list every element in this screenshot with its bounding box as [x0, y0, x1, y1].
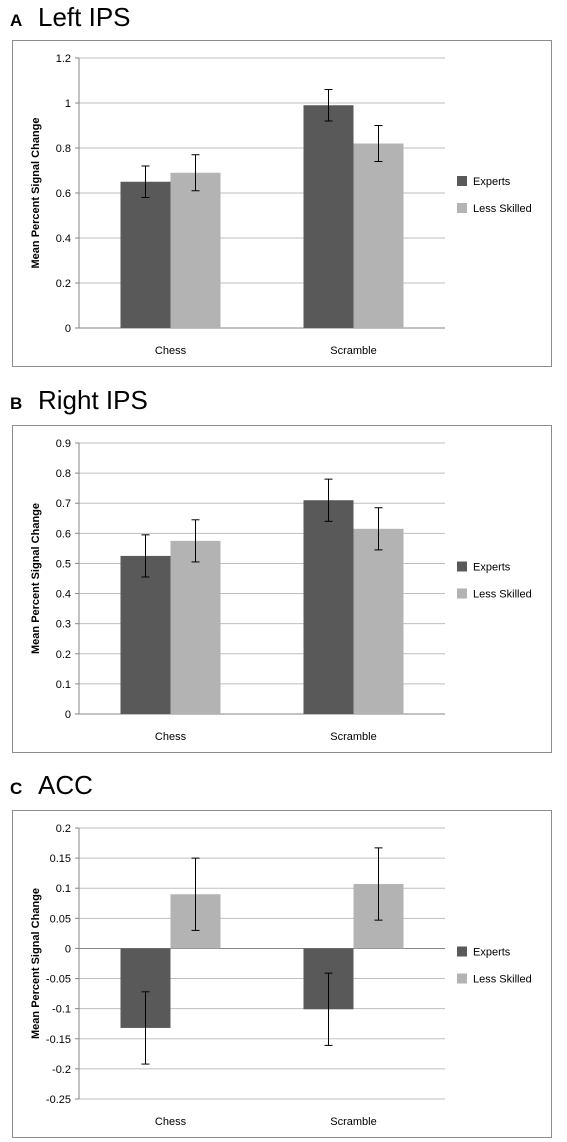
bar-less-skilled — [170, 540, 221, 714]
y-tick-label: 1.2 — [56, 53, 71, 65]
bar-less-skilled — [170, 172, 221, 328]
legend-label: Less Skilled — [473, 203, 532, 215]
y-tick-label: 0.5 — [56, 558, 71, 570]
chart-svg: 0 0.1 0.2 0.3 0.4 0.5 0.6 0.7 0.8 0.9 Chess Scrambl… — [30, 438, 532, 743]
bar-experts — [303, 105, 354, 328]
chart-svg: 0 0.2 0.4 0.6 0.8 1 1.2 Chess Scramble Mean Perce… — [30, 53, 532, 357]
y-tick-label: -0.15 — [46, 1034, 71, 1046]
panel-b: B Right IPS 0 0.1 0.2 0.3 0.4 0.5 0.6 0.7 0.8 0.9… — [0, 385, 567, 755]
panel-letter: C — [10, 779, 23, 798]
panel-header: A Left IPS — [10, 2, 131, 38]
x-tick-label: Chess — [155, 1116, 187, 1128]
y-tick-label: -0.25 — [46, 1094, 71, 1106]
y-tick-label: -0.1 — [52, 1004, 71, 1016]
panel-a: A Left IPS 0 0.2 0.4 0.6 0.8 1 1.2 Chess Scrambl… — [0, 0, 567, 378]
y-tick-label: 0.9 — [56, 438, 71, 450]
y-tick-label: 0.8 — [56, 143, 71, 155]
y-tick-label: 0.1 — [56, 883, 71, 895]
y-tick-label: 0 — [65, 943, 71, 955]
x-tick-label: Chess — [155, 345, 187, 357]
panel-header: B Right IPS — [10, 385, 148, 421]
y-tick-label: 0.4 — [56, 233, 71, 245]
y-tick-label: -0.05 — [46, 974, 71, 986]
y-tick-label: 0.7 — [56, 498, 71, 510]
legend-label: Less Skilled — [473, 974, 532, 986]
legend-swatch — [457, 973, 467, 984]
chart-box: -0.25 -0.2 -0.15 -0.1 -0.05 0 0.05 0.1 0.15 0.2 Ch… — [12, 810, 552, 1138]
x-tick-label: Scramble — [330, 731, 376, 743]
legend-label: Experts — [473, 562, 511, 574]
panel-c: C ACC -0.25 -0.2 -0.15 -0.1 -0.05 0 0.05 0.1 0.1… — [0, 770, 567, 1140]
y-tick-label: 0.1 — [56, 679, 71, 691]
legend-swatch — [457, 203, 467, 213]
panel-letter: B — [10, 394, 23, 413]
legend-label: Experts — [473, 947, 511, 959]
x-tick-label: Scramble — [330, 345, 376, 357]
y-tick-label: 0.2 — [56, 649, 71, 661]
y-tick-label: 0.8 — [56, 468, 71, 480]
bar-less-skilled — [353, 143, 404, 328]
chart-svg: -0.25 -0.2 -0.15 -0.1 -0.05 0 0.05 0.1 0.15 0.2 Ch… — [30, 823, 532, 1128]
chart-title: Right IPS — [38, 385, 148, 415]
bar-experts — [120, 555, 171, 714]
panel-letter: A — [10, 11, 23, 30]
legend-swatch — [457, 561, 467, 572]
y-tick-label: 0.2 — [56, 278, 71, 290]
y-tick-label: 0.6 — [56, 528, 71, 540]
legend-swatch — [457, 946, 467, 957]
y-tick-label: 0 — [65, 323, 71, 335]
y-axis-label: Mean Percent Signal Change — [30, 118, 42, 269]
y-axis-label: Mean Percent Signal Change — [30, 503, 42, 654]
legend-swatch — [457, 176, 467, 186]
legend-swatch — [457, 588, 467, 599]
y-tick-label: 0.4 — [56, 589, 71, 601]
y-tick-label: 1 — [65, 98, 71, 110]
y-tick-label: 0.6 — [56, 188, 71, 200]
legend-label: Less Skilled — [473, 589, 532, 601]
y-tick-label: 0 — [65, 709, 71, 721]
y-tick-label: 0.3 — [56, 619, 71, 631]
x-tick-label: Scramble — [330, 1116, 376, 1128]
bar-less-skilled — [353, 528, 404, 714]
chart-box: 0 0.1 0.2 0.3 0.4 0.5 0.6 0.7 0.8 0.9 Chess Scrambl… — [12, 425, 552, 753]
y-tick-label: 0.2 — [56, 823, 71, 835]
chart-box: 0 0.2 0.4 0.6 0.8 1 1.2 Chess Scramble Mean Perce… — [12, 40, 552, 367]
y-tick-label: 0.05 — [50, 913, 71, 925]
y-axis-label: Mean Percent Signal Change — [30, 888, 42, 1039]
x-tick-label: Chess — [155, 731, 187, 743]
y-tick-label: -0.2 — [52, 1064, 71, 1076]
bar-experts — [303, 500, 354, 714]
legend-label: Experts — [473, 176, 511, 188]
y-tick-label: 0.15 — [50, 853, 71, 865]
bar-experts — [120, 181, 171, 328]
chart-title: ACC — [38, 770, 93, 800]
panel-header: C ACC — [10, 770, 93, 806]
chart-title: Left IPS — [38, 2, 131, 32]
